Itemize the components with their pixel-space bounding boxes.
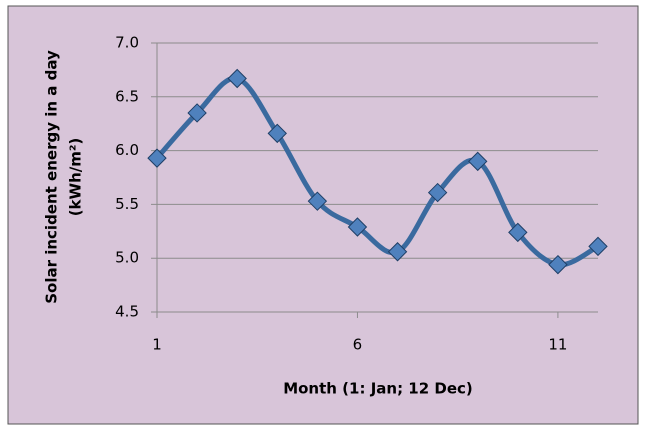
data-marker [508, 222, 528, 243]
data-marker [267, 123, 287, 144]
data-marker [588, 236, 608, 257]
y-axis-title: (kWh/m²) [67, 138, 85, 217]
data-marker [427, 182, 448, 203]
data-marker [147, 148, 167, 168]
x-axis-title: Month (1: Jan; 12 Dec) [283, 380, 473, 398]
y-tick-label: 4.5 [115, 303, 139, 321]
y-tick-label: 5.5 [115, 195, 139, 213]
y-tick-label: 7.0 [115, 34, 139, 52]
data-marker [307, 191, 328, 211]
y-tick-label: 5.0 [115, 249, 139, 267]
x-tick-label: 6 [353, 336, 363, 354]
data-marker [347, 217, 368, 237]
data-marker [227, 68, 247, 89]
x-tick-label: 1 [152, 336, 162, 354]
y-tick-label: 6.0 [115, 141, 139, 159]
x-tick-label: 11 [548, 336, 567, 354]
y-axis-title: Solar incident energy in a day [43, 50, 61, 304]
chart-frame [7, 5, 639, 425]
data-marker [187, 103, 207, 123]
data-marker [548, 254, 568, 275]
y-tick-label: 6.5 [115, 87, 139, 105]
data-marker [387, 242, 408, 262]
data-marker [468, 151, 488, 172]
